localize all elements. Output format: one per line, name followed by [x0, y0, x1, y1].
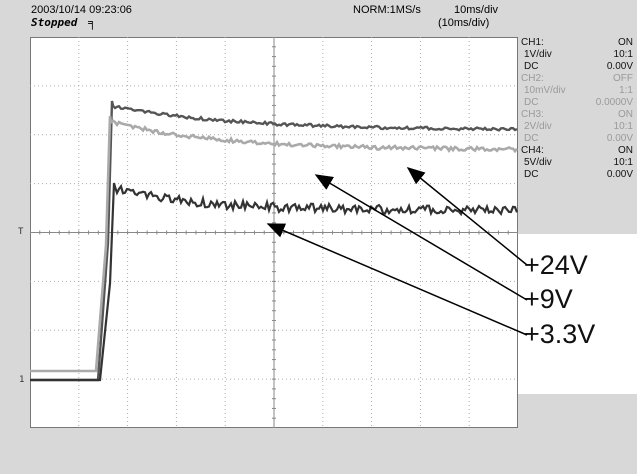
channel-4-name: CH4: ON — [521, 145, 633, 157]
ground-marker: 1 — [19, 375, 25, 385]
channel-2-offset: 0.0000V — [595, 97, 633, 108]
channel-2-probe: 1:1 — [619, 85, 633, 96]
channel-2-state: OFF — [613, 73, 633, 84]
timebase-sub: (10ms/div) — [438, 17, 490, 29]
channel-4-scale: 5V/div 10:1 — [521, 157, 633, 169]
channel-4-scale: 5V/div — [524, 157, 552, 168]
channel-3-name: CH3: — [521, 109, 544, 120]
label-9v: +9V — [524, 284, 573, 314]
annotation-box: +24V +9V +3.3V — [518, 234, 637, 394]
channel-3-coupling: DC 0.00V — [521, 133, 633, 145]
channel-1-scale: 1V/div — [524, 49, 552, 60]
channel-4-coupling: DC 0.00V — [521, 169, 633, 181]
channel-4-coupling: DC — [524, 169, 539, 180]
timebase: 10ms/div — [454, 4, 499, 16]
channel-1-name: CH1: — [521, 37, 544, 48]
channel-2-scale: 10mV/div — [524, 85, 566, 96]
label-24v: +24V — [524, 250, 588, 280]
channel-3-probe: 10:1 — [613, 121, 633, 132]
acquisition-status: Stopped — [31, 16, 78, 29]
waveform-canvas — [30, 37, 518, 428]
channel-2-name: CH2: OFF — [521, 73, 633, 85]
label-3v3: +3.3V — [524, 319, 596, 349]
channel-4-offset: 0.00V — [606, 169, 633, 180]
channel-1-coupling: DC 0.00V — [521, 61, 633, 73]
acquisition-mode: NORM:1MS/s — [353, 4, 421, 16]
channel-1-probe: 10:1 — [613, 49, 633, 60]
channel-3-coupling: DC — [524, 133, 539, 144]
channel-2-name: CH2: — [521, 73, 544, 84]
channel-1-offset: 0.00V — [606, 61, 633, 72]
channel-2-coupling: DC 0.0000V — [521, 97, 633, 109]
trigger-icon: ╕ — [88, 15, 97, 29]
waveform-24v — [30, 100, 518, 382]
trigger-level-marker: T — [18, 227, 24, 237]
channel-4-name: CH4: — [521, 145, 544, 156]
channel-1-state: ON — [618, 37, 633, 48]
waveform-display — [30, 37, 518, 428]
channel-1-coupling: DC — [524, 61, 539, 72]
channel-3-name: CH3: ON — [521, 109, 633, 121]
timestamp: 2003/10/14 09:23:06 — [31, 4, 132, 16]
channel-3-scale: 2V/div — [524, 121, 552, 132]
channel-panel: CH1: ON 1V/div 10:1 DC 0.00V CH2: OFF 10mV/div 1:… — [521, 37, 633, 181]
channel-3-state: ON — [618, 109, 633, 120]
channel-2-coupling: DC — [524, 97, 539, 108]
waveform-9v — [30, 115, 518, 373]
channel-1-name: CH1: ON — [521, 37, 633, 49]
channel-4-state: ON — [618, 145, 633, 156]
channel-2-scale: 10mV/div 1:1 — [521, 85, 633, 97]
channel-3-scale: 2V/div 10:1 — [521, 121, 633, 133]
channel-3-offset: 0.00V — [606, 133, 633, 144]
channel-4-probe: 10:1 — [613, 157, 633, 168]
channel-1-scale: 1V/div 10:1 — [521, 49, 633, 61]
